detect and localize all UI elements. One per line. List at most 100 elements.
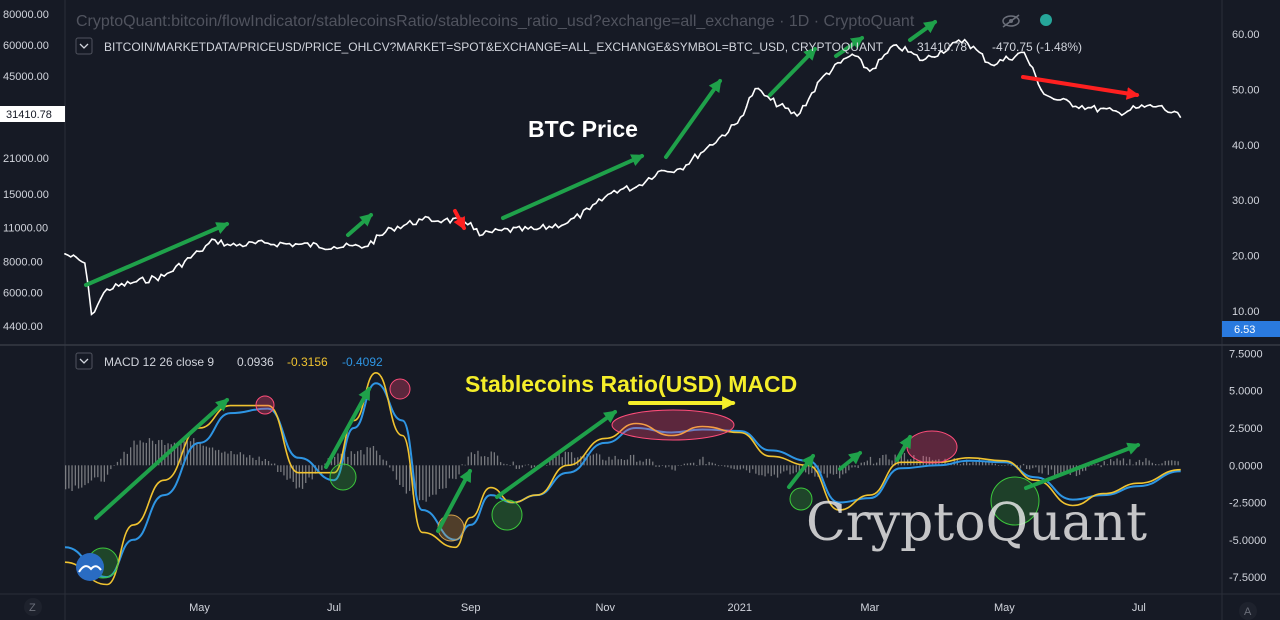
histogram-bar [412,465,414,495]
eye-off-icon[interactable] [1002,14,1020,28]
histogram-bar [126,453,128,466]
price-point [910,51,912,53]
right-axis-tick-label: 30.00 [1232,195,1260,207]
histogram-bar [487,457,489,466]
histogram-bar [696,465,698,466]
macd-axis[interactable]: 7.5000 5.0000 2.5000 0.0000 -2.5000 -5.0000 -7… [1229,348,1266,584]
time-axis[interactable]: May Jul Sep Nov 2021 Mar May Jul [189,602,1146,614]
price-point [573,217,575,219]
macd-axis-tick-label: 7.5000 [1229,348,1263,360]
histogram-bar [470,452,472,466]
histogram-bar [214,450,217,466]
histogram-bar [236,454,238,466]
histogram-bar [1132,464,1134,466]
trend-arrow-up [346,213,373,237]
histogram-bar [869,456,872,466]
zoom-button[interactable] [24,598,42,616]
left-axis-tick-label: 60000.00 [3,40,49,52]
histogram-bar [776,465,779,478]
price-point [1040,88,1043,91]
histogram-bar [962,462,965,466]
histogram-bar [755,465,757,474]
auto-scale-button[interactable] [1239,602,1257,620]
histogram-bar [574,457,576,466]
histogram-bar [301,465,304,489]
histogram-bar [518,465,520,469]
price-point [318,246,321,249]
macd-axis-tick-label: 2.5000 [1229,423,1263,435]
histogram-bar [148,438,151,466]
histogram-bar [683,463,685,466]
status-dot [1040,14,1052,26]
trend-arrow-up [768,47,817,97]
price-point [427,216,430,219]
left-price-axis[interactable]: 80000.00 60000.00 45000.00 21000.00 15000.00… [3,9,49,333]
histogram-bar [286,465,288,480]
histogram-bar [714,463,716,466]
price-point [660,169,663,172]
macd-legend-label: MACD 12 26 close 9 [104,355,214,369]
histogram-bar [280,465,282,472]
price-point [402,224,405,227]
trend-arrow-down [1021,75,1140,100]
highlight-circle-green [491,499,523,531]
histogram-bar [661,465,664,466]
collapse-toggle-price[interactable] [75,37,93,55]
histogram-bar [87,465,89,484]
histogram-bar [717,465,720,467]
histogram-bar [857,465,859,468]
histogram-bar [1122,458,1125,466]
histogram-bar [1113,461,1115,466]
histogram-bar [477,450,479,466]
histogram-bar [1177,461,1179,466]
histogram-bar [480,456,482,466]
histogram-bar [1164,460,1166,466]
left-axis-tick-label: 15000.00 [3,189,49,201]
histogram-bar [595,453,598,466]
price-point [1126,110,1129,113]
price-point [245,244,247,247]
histogram-bar [418,465,421,501]
histogram-bar [626,459,629,466]
price-point [733,123,736,126]
highlight-circles [87,378,1040,579]
price-point [708,143,711,146]
histogram-bar [808,465,810,475]
price-point [366,245,369,248]
price-point [622,187,625,190]
price-point [560,224,563,227]
histogram-bar [246,457,248,466]
histogram-bar [211,447,214,466]
histogram-bar [375,450,378,466]
histogram-bar [658,465,660,467]
histogram-bar [484,456,486,466]
histogram-bar [608,456,610,466]
histogram-bar [913,455,915,466]
histogram-bar [897,457,899,466]
histogram-bar [1161,463,1163,466]
histogram-bar [1078,465,1081,475]
histogram-bar [77,465,80,489]
histogram-bar [71,465,73,491]
histogram-bar [705,464,707,466]
histogram-bar [549,460,551,466]
price-point [135,280,138,283]
histogram-bar [113,465,115,466]
histogram-bar [442,465,444,489]
right-ratio-axis[interactable]: 60.00 50.00 40.00 30.00 20.00 10.00 [1232,29,1260,318]
price-point [898,47,901,50]
signal-line [64,382,1181,579]
price-point [257,240,260,242]
price-point [147,281,150,284]
histogram-bar [252,457,254,466]
collapse-toggle-macd[interactable] [75,352,93,370]
histogram-bar [689,462,692,466]
histogram-bar [224,451,226,466]
histogram-bar [334,456,336,466]
histogram-bar [530,465,533,469]
right-axis-tick-label: 60.00 [1232,29,1260,41]
histogram-bar [629,455,632,466]
signal-value: -0.4092 [342,355,383,369]
histogram-bar [773,465,775,475]
